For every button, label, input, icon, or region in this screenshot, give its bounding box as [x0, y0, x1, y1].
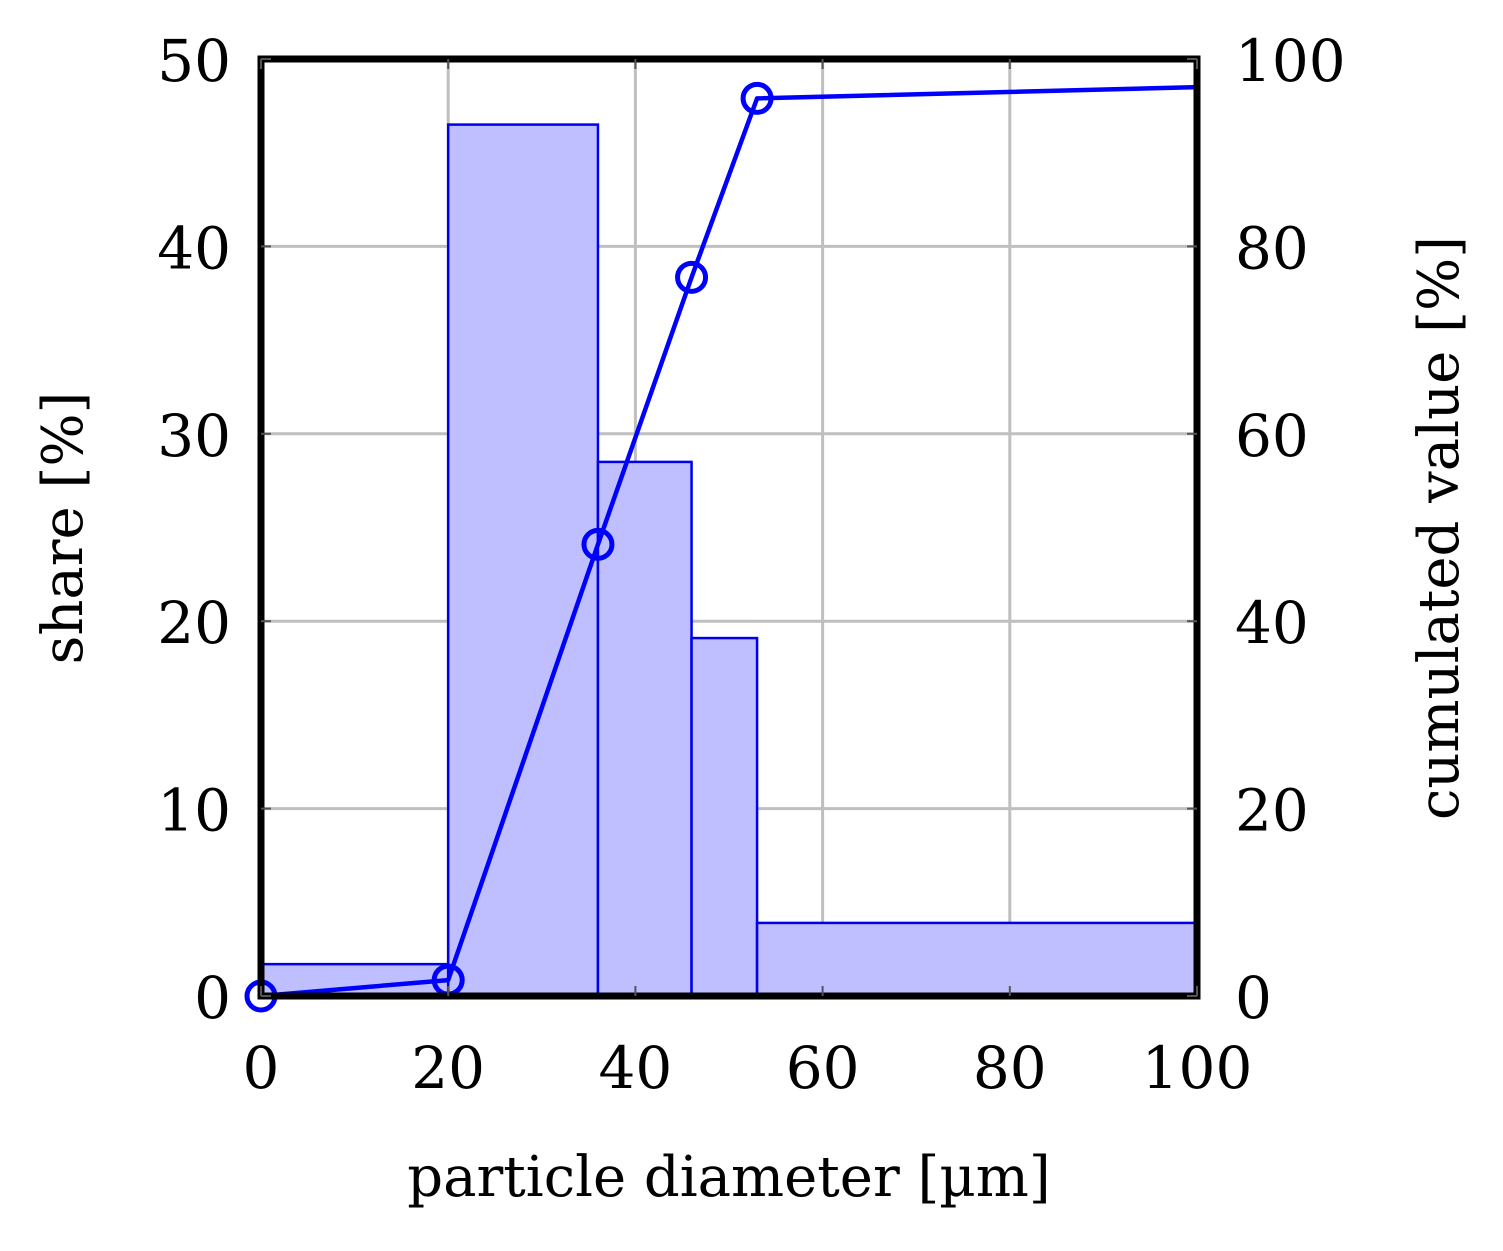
cumulative-line — [260, 84, 1198, 999]
y-tick-label: 10 — [157, 777, 231, 845]
y-tick-label: 50 — [157, 27, 231, 95]
y-tick-label: 40 — [157, 214, 231, 282]
y2-tick-label: 20 — [1235, 777, 1309, 845]
cumulative-point-marker — [740, 81, 774, 115]
y2-tick-label: 80 — [1235, 214, 1309, 282]
x-tick-label: 80 — [973, 1034, 1047, 1102]
histogram-bar — [446, 123, 600, 998]
plot-frame — [257, 55, 1201, 1000]
y2-tick-label: 100 — [1235, 27, 1346, 95]
x-tick-label: 20 — [411, 1034, 485, 1102]
cumulative-point-marker — [581, 527, 615, 561]
cumulative-point-marker — [675, 260, 709, 294]
y2-axis-label: cumulated value [%] — [1407, 236, 1472, 820]
histogram-bar — [596, 460, 693, 998]
histogram-bar — [259, 962, 450, 998]
y-axis-label: share [%] — [31, 392, 96, 665]
y2-tick-label: 60 — [1235, 402, 1309, 470]
y-tick-label: 30 — [157, 402, 231, 470]
x-tick-label: 0 — [243, 1034, 280, 1102]
x-tick-label: 60 — [786, 1034, 860, 1102]
x-axis-label: particle diameter [µm] — [407, 1145, 1050, 1210]
y2-tick-label: 40 — [1235, 589, 1309, 657]
x-tick-label: 100 — [1142, 1034, 1253, 1102]
histogram-bars — [259, 123, 1199, 998]
y-tick-label: 20 — [157, 589, 231, 657]
histogram-bar — [755, 921, 1199, 998]
x-tick-label: 40 — [598, 1034, 672, 1102]
y2-tick-label: 0 — [1235, 964, 1272, 1032]
y-tick-label: 0 — [194, 964, 231, 1032]
histogram-bar — [690, 636, 759, 998]
